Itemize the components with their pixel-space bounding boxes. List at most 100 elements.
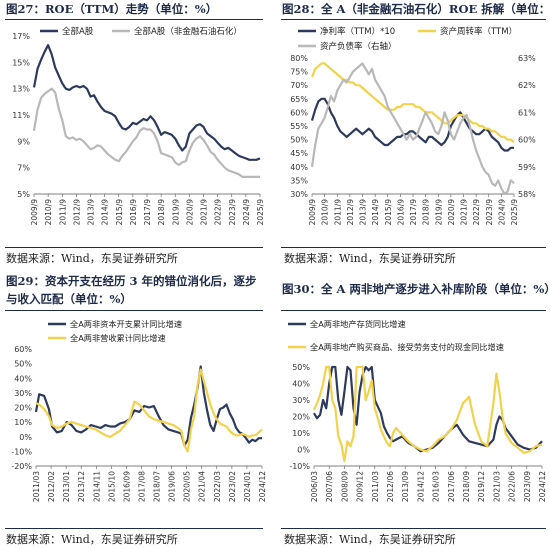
y-tick-label: 50% [14,360,32,369]
y-tick-label: 45% [290,149,308,158]
roe-decomposition-chart: 30% 35% 40% 45% 50% 55% 60% 65% 70% 75% 80% 58% 59% 6… [290,26,536,226]
x-tick-label: 2022/06 [508,471,517,502]
y-tick-label: 20% [14,404,32,413]
source-rule [281,528,546,529]
x-tick-label: 2015/9 [115,199,124,226]
chart-title: 图28：全 A（非金融石油石化）ROE 拆解（单位：%） [282,2,550,16]
x-tick-label: 2020/05 [183,471,192,502]
series-line [310,62,515,144]
capex-revenue-chart: -20% -10% 0% 10% 20% 30% 40% 50% 60% 2011/03 2012/… [11,319,267,502]
y-tick-label-right: 59% [518,163,536,172]
y-tick-label: 40% [292,380,310,389]
chart-title: 图30：全 A 两非地产逐步进入补库阶段（单位：%） [282,282,550,296]
series-line [32,87,260,178]
x-tick-label: 2011/03 [32,471,41,502]
x-tick-label: 2009/9 [30,199,39,226]
x-tick-label: 2023/09 [523,471,532,502]
title-rule [281,310,546,311]
series-line [313,365,543,453]
x-tick-label: 2021/04 [198,471,207,502]
y-tick-label: 80% [290,54,308,63]
x-tick-label: 2012/9 [72,199,81,226]
x-tick-label: 2024/12 [538,471,547,502]
x-tick-label: 2023/02 [228,471,237,502]
y-tick-label: 60% [290,108,308,117]
y-tick-label: 10% [292,429,310,438]
y-tick-label: 7% [17,164,30,173]
x-tick-label: 2017/08 [137,471,146,502]
x-tick-label: 2016/03 [432,471,441,502]
x-tick-label: 2014/12 [416,471,425,502]
legend-label: 资产负债率（右轴） [320,41,397,52]
series-line [312,365,543,463]
x-tick-label: 2020/9 [185,199,194,226]
y-tick-label: 60% [14,345,32,354]
legend-label: 资产周转率（TTM） [440,26,517,37]
y-tick-label: 30% [14,389,32,398]
x-tick-label: 2016/09 [122,471,131,502]
y-tick-label: 70% [290,81,308,90]
x-tick-label: 2008/09 [340,471,349,502]
x-tick-label: 2014/9 [101,199,110,226]
y-tick-label: 9% [17,137,30,146]
x-tick-label: 2009/12 [356,471,365,502]
y-tick-label: 55% [290,122,308,131]
source-note: 数据来源：Wind，东吴证券研究所 [6,533,178,546]
source-note: 数据来源：Wind，东吴证券研究所 [6,252,178,265]
x-tick-label: 2019/9 [171,199,180,226]
x-tick-label: 2022/9 [214,199,223,226]
x-tick-label: 2018/9 [157,199,166,226]
x-tick-label: 2012/9 [346,199,355,226]
x-tick-label: 2016/9 [396,199,405,226]
x-tick-label: 2018/09 [462,471,471,502]
legend-label: 全部A股（非金融石油石化） [134,26,242,37]
roe-ttm-chart: 5% 7% 9% 11% 13% 15% 17% 2009/9 2010/9 2011/9 2012… [12,26,265,226]
title-rule [5,19,263,20]
x-tick-label: 2019/12 [477,471,486,502]
series-line [310,97,514,152]
x-tick-label: 2018/9 [422,199,431,226]
series-line [35,368,263,453]
y-tick-label: 30% [292,396,310,405]
y-tick-label: 75% [290,68,308,77]
x-tick-label: 2013/09 [401,471,410,502]
x-tick-label: 2016/9 [129,199,138,226]
chart-title: 图27：ROE（TTM）走势（单位：%） [6,2,218,16]
x-tick-label: 2020/9 [447,199,456,226]
source-note: 数据来源：Wind，东吴证券研究所 [284,533,456,546]
y-tick-label-right: 58% [518,190,536,199]
y-tick-label: -10% [289,462,310,471]
x-tick-label: 2013/9 [359,199,368,226]
x-tick-label: 2011/9 [58,199,67,226]
y-tick-label: -20% [11,462,32,471]
source-rule [281,247,546,248]
y-tick-label: 30% [290,190,308,199]
inventory-chart: -10% 0% 10% 20% 30% 40% 50% 2006/03 2007/06 2008/… [288,319,547,502]
y-tick-label-right: 61% [518,108,536,117]
x-tick-label: 2007/06 [325,471,334,502]
x-tick-label: 2019/9 [434,199,443,226]
x-tick-label: 2014/9 [371,199,380,226]
y-tick-label-right: 63% [518,54,536,63]
x-tick-label: 2025/9 [510,199,519,226]
series-line [310,62,515,196]
y-tick-label: 5% [17,190,30,199]
y-tick-label: 17% [12,32,30,41]
y-tick-label: 50% [290,136,308,145]
source-note: 数据来源：Wind，东吴证券研究所 [284,252,456,265]
y-tick-label: 20% [292,413,310,422]
legend-label: 净利率（TTM）*10 [320,26,395,37]
x-tick-label: 2017/06 [447,471,456,502]
y-tick-label: 13% [12,85,30,94]
chart-title: 图29：资本开支在经历 3 年的错位消化后，逐步与收入匹配（单位：%） [6,274,257,306]
y-tick-label-right: 62% [518,81,536,90]
x-tick-label: 2022/03 [213,471,222,502]
y-tick-label: -10% [11,447,32,456]
title-rule [5,310,263,311]
y-tick-label: 0% [19,433,32,442]
y-tick-label: 65% [290,95,308,104]
x-tick-label: 2006/03 [310,471,319,502]
x-tick-label: 2024/9 [497,199,506,226]
y-tick-label: 11% [12,111,30,120]
x-tick-label: 2021/03 [492,471,501,502]
